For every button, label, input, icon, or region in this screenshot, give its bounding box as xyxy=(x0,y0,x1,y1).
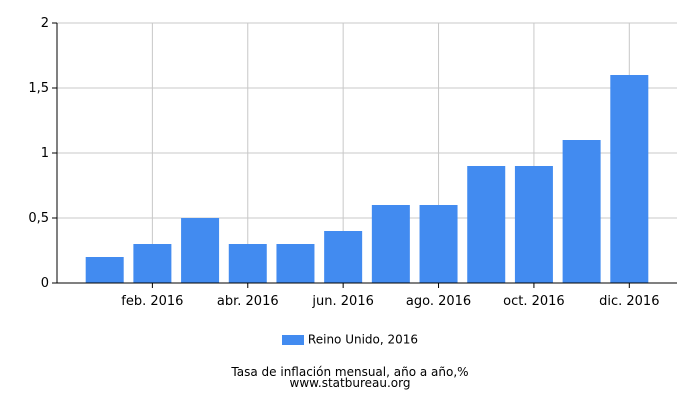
x-tick-label: jun. 2016 xyxy=(311,294,373,309)
bar xyxy=(514,166,553,283)
y-tick-label: 0,5 xyxy=(28,211,49,226)
bar xyxy=(276,244,315,283)
bar xyxy=(610,75,649,283)
chart-title: Tasa de inflación mensual, año a año,% xyxy=(231,365,469,379)
legend-swatch xyxy=(281,334,304,345)
x-tick-label: feb. 2016 xyxy=(121,294,183,309)
bar xyxy=(85,257,124,283)
bar xyxy=(228,244,267,283)
x-tick-label: dic. 2016 xyxy=(599,294,659,309)
y-tick-label: 0 xyxy=(41,276,49,291)
x-tick-label: oct. 2016 xyxy=(503,294,565,309)
legend: Reino Unido, 2016 xyxy=(0,332,700,347)
bar xyxy=(419,205,458,283)
bar xyxy=(562,140,601,283)
bar xyxy=(467,166,506,283)
y-axis-labels: 0 0,5 1 1,5 2 xyxy=(28,16,49,291)
bar xyxy=(324,231,363,283)
bars xyxy=(85,75,649,283)
x-axis-labels: feb. 2016 abr. 2016 jun. 2016 ago. 2016 oct.… xyxy=(121,294,659,309)
y-tick-label: 1,5 xyxy=(28,81,49,96)
x-tick-label: ago. 2016 xyxy=(406,294,471,309)
source-link[interactable]: www.statbureau.org xyxy=(289,376,411,390)
bar xyxy=(371,205,410,283)
bar xyxy=(181,218,220,283)
legend-label: Reino Unido, 2016 xyxy=(307,332,419,347)
axes xyxy=(52,22,677,288)
y-tick-label: 2 xyxy=(41,16,49,31)
bar xyxy=(133,244,172,283)
y-tick-label: 1 xyxy=(41,146,49,161)
x-tick-label: abr. 2016 xyxy=(217,294,279,309)
